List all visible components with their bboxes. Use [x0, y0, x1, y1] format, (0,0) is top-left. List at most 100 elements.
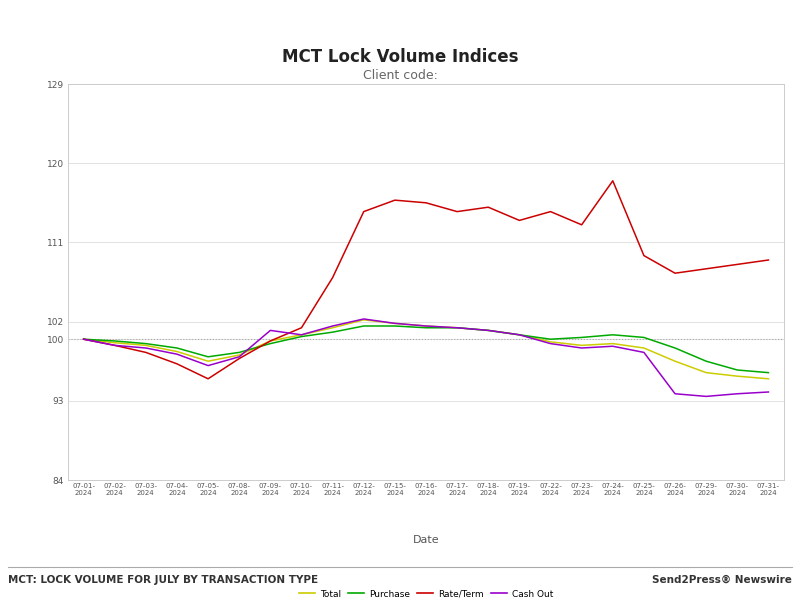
Cash Out	[78, 335, 88, 343]
Total	[514, 331, 524, 338]
Total	[608, 340, 618, 347]
Rate/Term	[172, 360, 182, 367]
Purchase	[390, 322, 400, 329]
Purchase	[639, 334, 649, 341]
Rate/Term	[452, 208, 462, 215]
Purchase	[110, 337, 119, 344]
Total	[172, 348, 182, 355]
Cash Out	[297, 331, 306, 338]
Purchase	[514, 331, 524, 338]
Rate/Term	[639, 252, 649, 259]
Legend: Total, Purchase, Rate/Term, Cash Out: Total, Purchase, Rate/Term, Cash Out	[295, 586, 557, 600]
Cash Out	[514, 331, 524, 338]
Total	[110, 339, 119, 346]
Line: Rate/Term: Rate/Term	[83, 181, 769, 379]
Rate/Term	[141, 349, 150, 356]
Purchase	[577, 334, 586, 341]
Total	[577, 342, 586, 349]
Rate/Term	[203, 375, 213, 382]
Total	[390, 320, 400, 327]
Purchase	[203, 353, 213, 361]
Cash Out	[639, 349, 649, 356]
Total	[141, 342, 150, 349]
Rate/Term	[110, 342, 119, 349]
Text: MCT: LOCK VOLUME FOR JULY BY TRANSACTION TYPE: MCT: LOCK VOLUME FOR JULY BY TRANSACTION…	[8, 575, 318, 585]
Total	[266, 337, 275, 344]
Total	[328, 324, 338, 331]
Purchase	[670, 344, 680, 352]
Rate/Term	[577, 221, 586, 229]
Cash Out	[483, 327, 493, 334]
Purchase	[702, 358, 711, 365]
Cash Out	[577, 344, 586, 352]
Purchase	[764, 369, 774, 376]
Line: Total: Total	[83, 320, 769, 379]
Cash Out	[764, 388, 774, 395]
Rate/Term	[483, 203, 493, 211]
Purchase	[328, 329, 338, 336]
Total	[702, 369, 711, 376]
Purchase	[359, 322, 369, 329]
Purchase	[546, 335, 555, 343]
Total	[203, 358, 213, 365]
Purchase	[266, 340, 275, 347]
Cash Out	[328, 322, 338, 329]
Purchase	[172, 344, 182, 352]
Total	[546, 338, 555, 346]
Cash Out	[234, 353, 244, 361]
Purchase	[234, 349, 244, 356]
Purchase	[733, 367, 742, 374]
Rate/Term	[514, 217, 524, 224]
Purchase	[452, 324, 462, 331]
Rate/Term	[328, 274, 338, 281]
Cash Out	[546, 340, 555, 347]
Cash Out	[141, 344, 150, 352]
Purchase	[141, 340, 150, 347]
Rate/Term	[733, 261, 742, 268]
Purchase	[297, 333, 306, 340]
Rate/Term	[670, 269, 680, 277]
Total	[452, 324, 462, 331]
Rate/Term	[297, 324, 306, 331]
Cash Out	[390, 320, 400, 327]
Rate/Term	[702, 265, 711, 272]
Total	[639, 344, 649, 352]
Cash Out	[702, 393, 711, 400]
Cash Out	[359, 316, 369, 323]
Total	[78, 335, 88, 343]
Rate/Term	[764, 256, 774, 263]
Rate/Term	[390, 197, 400, 204]
Text: MCT Lock Volume Indices: MCT Lock Volume Indices	[282, 48, 518, 66]
Total	[359, 316, 369, 323]
Total	[421, 322, 430, 329]
Cash Out	[670, 390, 680, 397]
Purchase	[608, 331, 618, 338]
Cash Out	[203, 362, 213, 369]
Cash Out	[608, 343, 618, 350]
Cash Out	[110, 342, 119, 349]
Rate/Term	[266, 337, 275, 344]
Purchase	[483, 327, 493, 334]
Cash Out	[733, 390, 742, 397]
Purchase	[421, 324, 430, 331]
Total	[483, 327, 493, 334]
Text: Send2Press® Newswire: Send2Press® Newswire	[652, 575, 792, 585]
Cash Out	[421, 322, 430, 329]
Line: Cash Out: Cash Out	[83, 319, 769, 397]
Text: Client code:: Client code:	[362, 69, 438, 82]
Total	[764, 375, 774, 382]
Total	[733, 373, 742, 380]
Rate/Term	[546, 208, 555, 215]
Cash Out	[172, 350, 182, 358]
Rate/Term	[608, 177, 618, 184]
X-axis label: Date: Date	[413, 535, 439, 545]
Total	[670, 358, 680, 365]
Cash Out	[452, 324, 462, 331]
Rate/Term	[78, 335, 88, 343]
Rate/Term	[421, 199, 430, 206]
Purchase	[78, 335, 88, 343]
Line: Purchase: Purchase	[83, 326, 769, 373]
Total	[234, 352, 244, 359]
Rate/Term	[359, 208, 369, 215]
Cash Out	[266, 327, 275, 334]
